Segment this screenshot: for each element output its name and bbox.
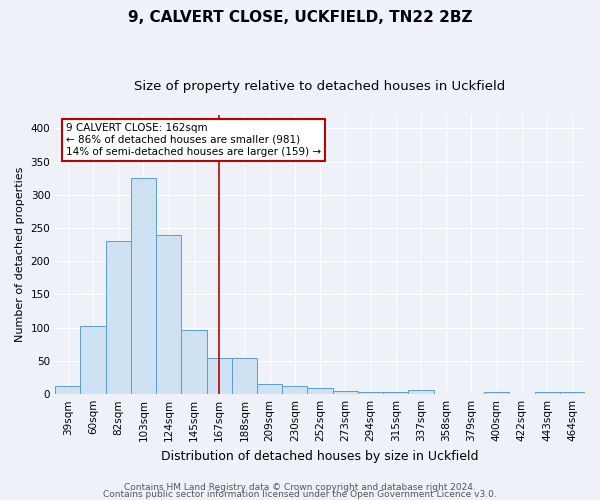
Bar [156, 234, 181, 394]
Bar [232, 358, 257, 394]
Bar [106, 242, 131, 394]
Bar [560, 392, 585, 394]
X-axis label: Distribution of detached houses by size in Uckfield: Distribution of detached houses by size … [161, 450, 479, 462]
Bar [409, 390, 434, 394]
Bar [181, 330, 206, 394]
Bar [307, 388, 332, 394]
Bar [80, 326, 106, 394]
Bar [535, 392, 560, 394]
Text: Contains public sector information licensed under the Open Government Licence v3: Contains public sector information licen… [103, 490, 497, 499]
Bar [55, 386, 80, 394]
Bar [257, 384, 282, 394]
Text: Contains HM Land Registry data © Crown copyright and database right 2024.: Contains HM Land Registry data © Crown c… [124, 484, 476, 492]
Title: Size of property relative to detached houses in Uckfield: Size of property relative to detached ho… [134, 80, 506, 93]
Text: 9, CALVERT CLOSE, UCKFIELD, TN22 2BZ: 9, CALVERT CLOSE, UCKFIELD, TN22 2BZ [128, 10, 472, 25]
Bar [358, 392, 383, 394]
Text: 9 CALVERT CLOSE: 162sqm
← 86% of detached houses are smaller (981)
14% of semi-d: 9 CALVERT CLOSE: 162sqm ← 86% of detache… [66, 124, 321, 156]
Bar [383, 392, 409, 394]
Bar [282, 386, 307, 394]
Bar [484, 392, 509, 394]
Bar [131, 178, 156, 394]
Bar [206, 358, 232, 394]
Y-axis label: Number of detached properties: Number of detached properties [15, 167, 25, 342]
Bar [332, 391, 358, 394]
